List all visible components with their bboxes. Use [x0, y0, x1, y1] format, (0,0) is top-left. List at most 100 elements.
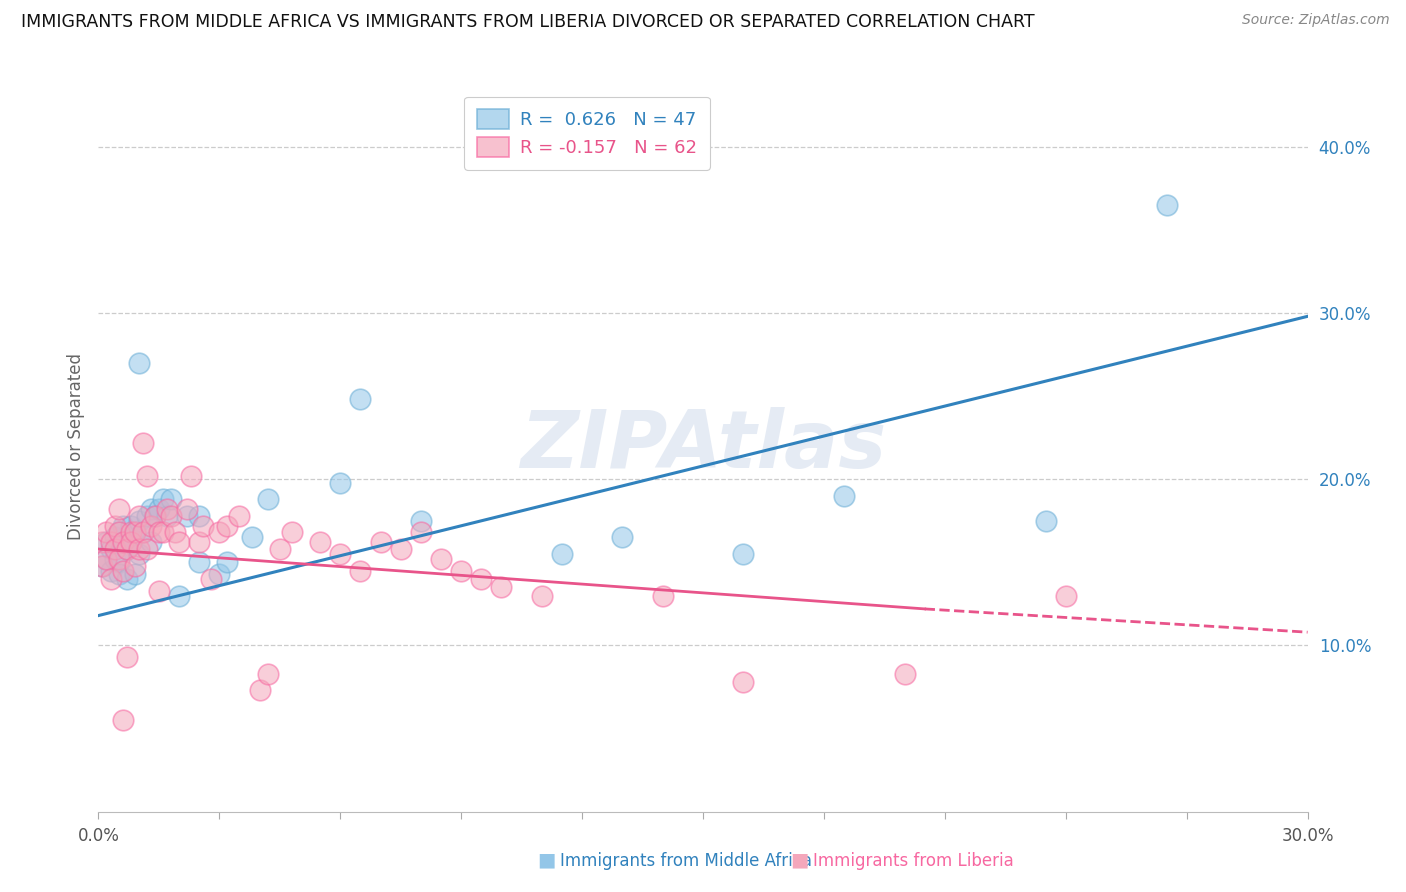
Point: [217, 555, 239, 569]
Point: [100, 535, 122, 549]
Point: [193, 518, 215, 533]
Point: [139, 535, 162, 549]
Point: [409, 525, 432, 540]
Point: [1035, 514, 1057, 528]
Point: [120, 525, 142, 540]
Point: [107, 567, 129, 582]
Text: ZIPAtlas: ZIPAtlas: [520, 407, 886, 485]
Point: [167, 535, 190, 549]
Point: [111, 535, 134, 549]
Point: [256, 492, 278, 507]
Point: [148, 525, 170, 540]
Point: [96, 552, 118, 566]
Point: [132, 435, 155, 450]
Point: [228, 508, 250, 523]
Point: [409, 514, 432, 528]
Text: Immigrants from Middle Africa: Immigrants from Middle Africa: [560, 852, 811, 870]
Point: [124, 525, 146, 540]
Point: [156, 502, 179, 516]
Point: [370, 535, 392, 549]
Point: [188, 508, 211, 523]
Point: [111, 714, 134, 728]
Point: [491, 580, 513, 594]
Point: [139, 518, 162, 533]
Text: Immigrants from Liberia: Immigrants from Liberia: [813, 852, 1014, 870]
Point: [103, 542, 125, 557]
Point: [651, 589, 673, 603]
Point: [530, 589, 553, 603]
Point: [91, 558, 114, 573]
Point: [163, 525, 186, 540]
Point: [256, 666, 278, 681]
Legend: R =  0.626   N = 47, R = -0.157   N = 62: R = 0.626 N = 47, R = -0.157 N = 62: [464, 96, 710, 169]
Text: ■: ■: [790, 851, 808, 870]
Point: [128, 547, 150, 561]
Point: [208, 567, 231, 582]
Point: [329, 475, 352, 490]
Point: [100, 564, 122, 578]
Point: [100, 542, 122, 557]
Point: [132, 525, 155, 540]
Point: [96, 535, 118, 549]
Point: [176, 502, 198, 516]
Point: [180, 469, 202, 483]
Point: [111, 518, 134, 533]
Point: [96, 552, 118, 566]
Text: IMMIGRANTS FROM MIDDLE AFRICA VS IMMIGRANTS FROM LIBERIA DIVORCED OR SEPARATED C: IMMIGRANTS FROM MIDDLE AFRICA VS IMMIGRA…: [21, 13, 1035, 31]
Y-axis label: Divorced or Separated: Divorced or Separated: [66, 352, 84, 540]
Point: [832, 489, 855, 503]
Point: [120, 535, 142, 549]
Point: [120, 518, 142, 533]
Point: [135, 508, 157, 523]
Point: [100, 572, 122, 586]
Point: [249, 683, 271, 698]
Point: [470, 572, 492, 586]
Point: [143, 508, 166, 523]
Point: [107, 555, 129, 569]
Point: [111, 564, 134, 578]
Point: [893, 666, 915, 681]
Point: [160, 492, 183, 507]
Point: [148, 583, 170, 598]
Point: [281, 525, 304, 540]
Point: [103, 530, 125, 544]
Point: [200, 572, 222, 586]
Point: [128, 508, 150, 523]
Point: [96, 525, 118, 540]
Point: [143, 508, 166, 523]
Text: ■: ■: [537, 851, 555, 870]
Point: [103, 518, 125, 533]
Point: [139, 502, 162, 516]
Point: [1156, 198, 1178, 212]
Point: [612, 530, 634, 544]
Point: [115, 650, 138, 665]
Point: [103, 552, 125, 566]
Point: [91, 558, 114, 573]
Point: [269, 542, 291, 557]
Point: [430, 552, 453, 566]
Point: [208, 525, 231, 540]
Text: Source: ZipAtlas.com: Source: ZipAtlas.com: [1241, 13, 1389, 28]
Point: [135, 469, 157, 483]
Point: [107, 502, 129, 516]
Point: [176, 508, 198, 523]
Point: [389, 542, 412, 557]
Point: [349, 392, 371, 407]
Point: [111, 535, 134, 549]
Point: [152, 492, 174, 507]
Point: [135, 542, 157, 557]
Point: [124, 525, 146, 540]
Point: [733, 675, 755, 690]
Point: [120, 535, 142, 549]
Point: [450, 564, 472, 578]
Point: [128, 514, 150, 528]
Point: [309, 535, 332, 549]
Point: [167, 589, 190, 603]
Point: [188, 555, 211, 569]
Point: [132, 525, 155, 540]
Point: [107, 525, 129, 540]
Point: [107, 552, 129, 566]
Point: [107, 525, 129, 540]
Point: [124, 558, 146, 573]
Point: [349, 564, 371, 578]
